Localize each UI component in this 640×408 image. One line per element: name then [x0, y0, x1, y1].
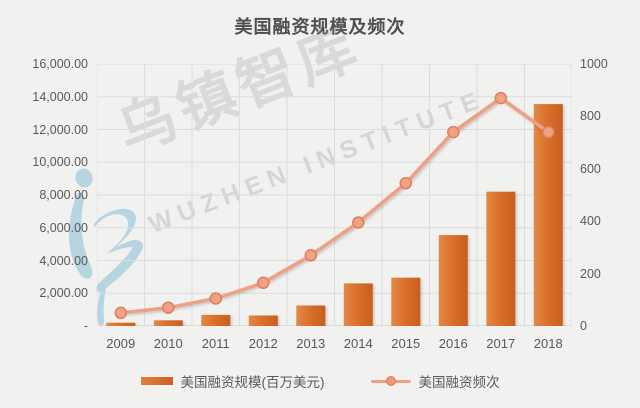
legend-line-label: 美国融资频次	[418, 375, 500, 390]
y-axis-tick-left: 12,000.00	[32, 122, 88, 137]
bar-series	[106, 104, 563, 326]
legend-item-line: 美国融资频次	[370, 371, 500, 391]
legend-bar-label: 美国融资规模(百万美元)	[180, 375, 325, 390]
y-axis-tick-right: 200	[580, 266, 601, 281]
bar-2009	[106, 322, 136, 326]
x-axis-label-2013: 2013	[296, 336, 326, 351]
data-point-marker-2012	[257, 276, 270, 290]
legend-item-bar: 美国融资规模(百万美元)	[140, 371, 325, 391]
y-axis-tick-left: 4,000.00	[39, 253, 88, 268]
data-point-marker-2010	[162, 301, 175, 314]
x-axis-label-2017: 2017	[486, 336, 516, 351]
gridlines	[97, 64, 572, 326]
data-point-marker-2009	[114, 306, 128, 320]
y-axis-tick-left: 6,000.00	[39, 220, 88, 235]
data-point-marker-2017	[494, 91, 508, 105]
bar-2012	[248, 315, 278, 326]
data-point-marker-2013	[304, 249, 318, 262]
line-series	[114, 91, 555, 320]
bar-2017	[486, 191, 516, 326]
chart-title: 美国融资规模及频次	[234, 17, 406, 37]
y-axis-tick-left: 8,000.00	[39, 188, 88, 202]
bar-2016	[438, 235, 468, 326]
data-point-marker-2011	[209, 292, 223, 305]
y-axis-tick-left: 10,000.00	[32, 155, 88, 170]
bar-2014	[343, 283, 373, 326]
data-point-marker-2016	[447, 125, 460, 139]
plot-area	[97, 64, 572, 326]
bar-2018	[533, 104, 563, 326]
bar-2015	[391, 277, 421, 326]
data-point-marker-2015	[399, 176, 413, 190]
y-axis-tick-right: 1000	[580, 57, 608, 71]
x-axis-label-2015: 2015	[391, 336, 421, 351]
x-axis-label-2018: 2018	[533, 336, 563, 351]
bar-2013	[296, 305, 326, 326]
bar-series-swatch	[140, 377, 173, 385]
y-axis-tick-left: 16,000.00	[32, 57, 88, 71]
y-axis-tick-left: 14,000.00	[32, 89, 88, 104]
line-series-swatch	[370, 376, 411, 386]
x-axis-label-2012: 2012	[248, 336, 278, 351]
x-axis-label-2016: 2016	[438, 336, 468, 351]
x-axis-label-2014: 2014	[343, 336, 373, 351]
y-axis-tick-right: 400	[580, 214, 601, 229]
x-axis-label-2011: 2011	[201, 336, 230, 351]
y-axis-tick-right: 600	[580, 161, 601, 176]
frequency-line	[119, 96, 551, 315]
bar-2011	[201, 314, 231, 326]
legend: 美国融资规模(百万美元) 美国融资频次	[0, 366, 640, 396]
x-axis-label-2010: 2010	[153, 336, 183, 351]
line-marker-icon	[385, 376, 396, 386]
y-axis-tick-right: 0	[580, 319, 587, 333]
x-axis-label-2009: 2009	[106, 336, 136, 351]
y-axis-tick-left: 2,000.00	[39, 286, 88, 301]
data-point-marker-2018	[542, 125, 555, 139]
y-axis-tick-right: 800	[580, 109, 601, 124]
data-point-marker-2014	[352, 216, 365, 229]
y-axis-tick-left: -	[83, 319, 88, 333]
bar-2010	[153, 320, 183, 326]
